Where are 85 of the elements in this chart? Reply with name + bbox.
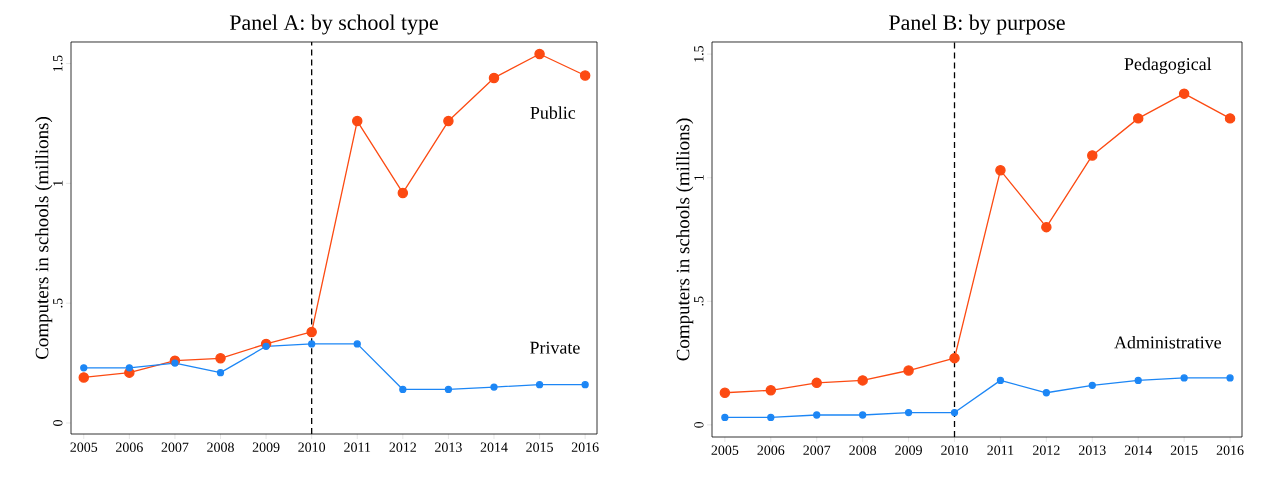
point xyxy=(1178,88,1190,99)
x-tick-label: 2008 xyxy=(207,442,234,452)
point xyxy=(352,115,363,127)
x-tick-label: 2011 xyxy=(344,442,371,452)
point xyxy=(488,72,500,84)
chart-title: Panel B: by purpose xyxy=(889,14,1065,35)
point xyxy=(904,408,913,417)
x-tick-label: 2008 xyxy=(849,445,877,455)
point xyxy=(581,380,589,389)
x-tick-label: 2014 xyxy=(1124,445,1152,455)
x-tick-label: 2009 xyxy=(895,445,922,455)
point xyxy=(1134,376,1142,385)
point xyxy=(1132,113,1144,124)
point xyxy=(490,383,498,391)
y-axis-title: Computers in schools (millions) xyxy=(676,118,694,361)
point xyxy=(1087,150,1098,161)
x-tick-label: 2005 xyxy=(711,445,739,455)
point xyxy=(579,70,591,81)
point xyxy=(1224,113,1236,124)
x-tick-label: 2010 xyxy=(298,442,326,452)
y-axis-title: Computers in schools (millions) xyxy=(35,117,53,359)
point xyxy=(1226,374,1234,382)
y-tick-label: 0 xyxy=(694,421,704,428)
series-label: Private xyxy=(530,341,580,354)
point xyxy=(78,372,90,383)
y-tick-label: 1.5 xyxy=(694,45,704,62)
point xyxy=(949,352,960,364)
x-tick-label: 2013 xyxy=(435,442,462,452)
x-tick-label: 2011 xyxy=(987,445,1014,455)
y-tick-label: 1 xyxy=(53,180,63,186)
point xyxy=(535,380,544,389)
point xyxy=(857,375,868,386)
x-tick-label: 2007 xyxy=(161,442,189,452)
x-tick-label: 2014 xyxy=(480,442,508,452)
point xyxy=(80,364,88,372)
x-tick-label: 2006 xyxy=(116,442,143,452)
point xyxy=(308,340,316,348)
x-tick-label: 2016 xyxy=(571,442,599,452)
point xyxy=(950,408,959,417)
point xyxy=(903,365,914,376)
point xyxy=(767,413,775,422)
y-tick-label: 0 xyxy=(53,420,63,426)
point xyxy=(171,359,179,367)
point xyxy=(1041,221,1052,233)
point xyxy=(1088,381,1096,389)
point xyxy=(397,187,409,199)
x-tick-label: 2016 xyxy=(1216,445,1244,455)
y-tick-label: 1.5 xyxy=(53,55,63,72)
point xyxy=(534,48,545,60)
point xyxy=(1042,389,1051,397)
point xyxy=(996,376,1005,385)
y-tick-label: 1 xyxy=(694,175,704,180)
point xyxy=(1180,374,1188,382)
point xyxy=(813,411,821,419)
point xyxy=(811,377,822,389)
point xyxy=(859,411,867,419)
x-tick-label: 2005 xyxy=(70,442,98,452)
y-tick-label: .5 xyxy=(694,296,704,306)
chart-title: Panel A: by school type xyxy=(229,14,438,35)
x-tick-label: 2015 xyxy=(526,442,553,452)
x-tick-label: 2006 xyxy=(757,445,785,455)
series-label: Administrative xyxy=(1114,335,1221,349)
point xyxy=(125,364,133,372)
x-tick-label: 2013 xyxy=(1078,445,1106,455)
point xyxy=(719,387,731,398)
point xyxy=(216,369,225,377)
x-tick-label: 2010 xyxy=(941,445,968,455)
point xyxy=(721,413,729,422)
y-tick-label: .5 xyxy=(53,298,63,308)
point xyxy=(443,115,454,127)
x-tick-label: 2007 xyxy=(803,445,831,455)
x-tick-label: 2009 xyxy=(252,442,280,452)
x-tick-label: 2012 xyxy=(389,442,417,452)
point xyxy=(215,353,226,364)
point xyxy=(765,385,777,396)
point xyxy=(444,385,453,394)
x-tick-label: 2012 xyxy=(1033,445,1060,455)
point xyxy=(306,326,317,338)
series-label: Pedagogical xyxy=(1124,57,1212,74)
point xyxy=(353,340,361,348)
x-tick-label: 2015 xyxy=(1170,445,1198,455)
series-label: Public xyxy=(530,106,576,119)
point xyxy=(995,165,1006,176)
point xyxy=(262,342,270,350)
point xyxy=(399,385,407,394)
